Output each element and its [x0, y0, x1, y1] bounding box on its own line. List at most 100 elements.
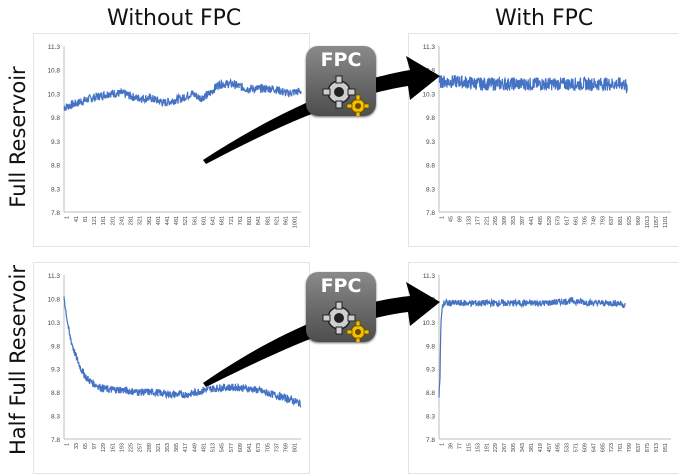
y-tick-label: 10.3 [422, 320, 435, 327]
x-tick-label: 1 [440, 443, 446, 446]
x-tick-label: 749 [591, 216, 597, 225]
chart-half-with: 11.3 10.8 10.3 9.8 9.3 8.8 8.3 7.8 1 39 77 115 153 19… [408, 262, 678, 474]
chart-half-without: 11.3 10.8 10.3 9.8 9.3 8.8 8.3 7.8 1 33 65 97 129 161… [33, 262, 310, 474]
y-tick-label: 8.3 [426, 414, 435, 421]
x-tick-label: 177 [475, 216, 481, 225]
gear-icon [322, 75, 370, 116]
x-tick-label: 921 [274, 216, 280, 225]
x-tick-label: 267 [502, 443, 508, 452]
x-tick-label: 913 [654, 443, 660, 452]
x-tick-label: 153 [475, 443, 481, 452]
x-tick-label: 353 [511, 216, 517, 225]
gear-icon [322, 301, 370, 342]
x-tick-label: 647 [591, 443, 597, 452]
x-tick-label: 65 [83, 443, 89, 449]
x-tick-label: 265 [493, 216, 499, 225]
x-tick-label: 521 [183, 216, 189, 225]
fpc-badge-label: FPC [320, 275, 362, 297]
x-tick-label: 681 [220, 216, 226, 225]
x-tick-label: 533 [565, 443, 571, 452]
chart-svg-half-without: 11.3 10.8 10.3 9.8 9.3 8.8 8.3 7.8 1 33 65 97 129 161… [47, 273, 302, 452]
x-tick-label: 1 [65, 216, 71, 219]
y-tick-label: 8.3 [51, 414, 60, 421]
fpc-badge-label: FPC [320, 49, 362, 71]
y-tick-label: 10.8 [422, 296, 435, 303]
x-tick-label: 721 [229, 216, 235, 225]
x-tick-label: 381 [529, 443, 535, 452]
x-tick-label: 353 [165, 443, 171, 452]
x-tick-label: 571 [574, 443, 580, 452]
x-tick-label: 673 [256, 443, 262, 452]
x-tick-label: 529 [547, 216, 553, 225]
y-tick-label: 7.8 [426, 210, 435, 217]
x-tick-label: 221 [484, 216, 490, 225]
x-tick-label: 609 [238, 443, 244, 452]
x-tick-label: 1013 [645, 216, 651, 228]
x-tick-label: 705 [265, 443, 271, 452]
y-tick-label: 8.3 [51, 186, 60, 193]
x-tick-label: 309 [502, 216, 508, 225]
x-tick-label: 89 [458, 216, 464, 222]
x-tick-label: 1101 [663, 216, 669, 228]
y-tick-label: 8.8 [426, 390, 435, 397]
y-tick-label: 11.3 [48, 273, 61, 280]
x-tick-label: 837 [609, 216, 615, 225]
x-tick-label: 457 [547, 443, 553, 452]
x-tick-label: 281 [129, 216, 135, 225]
x-tick-label: 361 [147, 216, 153, 225]
x-tick-label: 161 [101, 216, 107, 225]
y-tick-label: 10.3 [47, 91, 60, 98]
x-tick-label: 881 [265, 216, 271, 225]
x-tick-label: 121 [92, 216, 98, 225]
x-tick-label: 481 [201, 443, 207, 452]
y-tick-label: 10.8 [47, 68, 60, 75]
x-tick-label: 115 [466, 443, 472, 452]
x-tick-label: 241 [119, 216, 125, 225]
x-tick-label: 193 [119, 443, 125, 452]
x-tick-label: 1 [440, 216, 446, 219]
right-column-title: With FPC [495, 6, 594, 31]
chart-svg-full-without: 11.3 10.8 10.3 9.8 9.3 8.8 8.3 7.8 1 41 81 121 161 20… [47, 44, 302, 228]
y-tick-label: 8.8 [51, 390, 60, 397]
x-tick-label: 161 [110, 443, 116, 452]
x-tick-label: 705 [582, 216, 588, 225]
chart-svg-half-with: 11.3 10.8 10.3 9.8 9.3 8.8 8.3 7.8 1 39 77 115 153 19… [422, 273, 671, 452]
x-tick-label: 641 [247, 443, 253, 452]
x-tick-label: 1057 [654, 216, 660, 228]
y-tick-label: 10.3 [47, 320, 60, 327]
y-tick-label: 9.8 [51, 343, 60, 350]
x-tick-label: 573 [556, 216, 562, 225]
x-tick-label: 129 [101, 443, 107, 452]
x-tick-label: 661 [574, 216, 580, 225]
x-tick-label: 257 [138, 443, 144, 452]
y-tick-label: 9.3 [426, 139, 435, 146]
x-tick-label: 81 [83, 216, 89, 222]
x-tick-label: 801 [293, 443, 299, 452]
x-tick-label: 577 [229, 443, 235, 452]
x-tick-label: 417 [183, 443, 189, 452]
x-tick-label: 513 [211, 443, 217, 452]
x-tick-label: 495 [556, 443, 562, 452]
x-tick-label: 793 [600, 216, 606, 225]
x-tick-label: 225 [129, 443, 135, 452]
x-tick-label: 881 [618, 216, 624, 225]
series-line [63, 296, 302, 408]
x-tick-label: 385 [174, 443, 180, 452]
y-tick-label: 10.8 [47, 296, 60, 303]
x-tick-label: 343 [520, 443, 526, 452]
y-tick-label: 9.8 [51, 115, 60, 122]
y-tick-label: 9.3 [426, 367, 435, 374]
x-tick-label: 191 [484, 443, 490, 452]
x-tick-label: 723 [609, 443, 615, 452]
y-tick-label: 11.3 [423, 44, 436, 51]
x-tick-label: 1001 [293, 216, 299, 228]
chart-svg-full-with: 11.3 10.8 10.3 9.8 9.3 8.8 8.3 7.8 1 45 89 133 177 22… [422, 44, 671, 228]
fpc-badge-bottom: FPC [306, 272, 376, 342]
x-tick-label: 481 [174, 216, 180, 225]
x-tick-label: 33 [74, 443, 80, 449]
x-tick-label: 419 [538, 443, 544, 452]
x-tick-label: 41 [74, 216, 80, 222]
x-tick-label: 617 [565, 216, 571, 225]
y-tick-label: 9.8 [426, 115, 435, 122]
y-tick-label: 9.8 [426, 343, 435, 350]
